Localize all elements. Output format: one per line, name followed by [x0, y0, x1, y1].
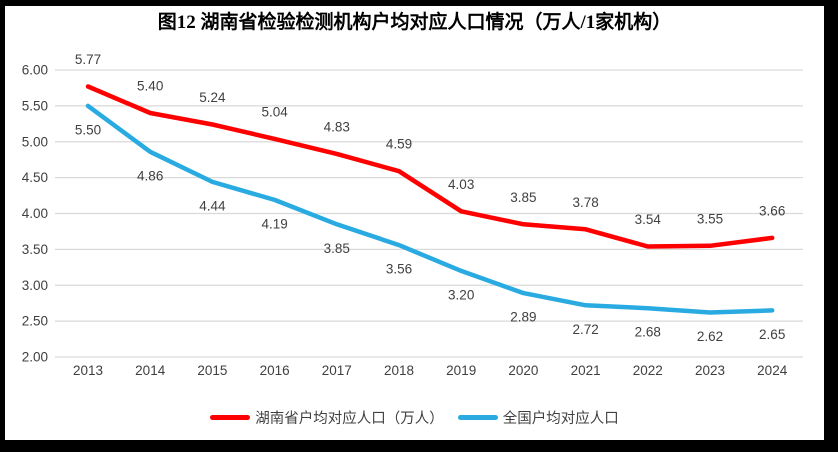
series-line-national — [85, 103, 775, 315]
data-label: 3.55 — [697, 211, 723, 226]
x-tick-label: 2013 — [73, 363, 103, 378]
data-label: 3.78 — [572, 195, 598, 210]
series-line-hunan — [85, 84, 775, 249]
data-label: 5.40 — [137, 79, 163, 94]
data-label: 2.65 — [759, 327, 785, 342]
line-chart-plot: 6.00 5.50 5.00 4.50 4.00 3.50 3.00 2.50 2.00 2013… — [22, 52, 803, 378]
legend-label-national: 全国户均对应人口 — [502, 411, 619, 427]
data-label: 5.04 — [261, 104, 288, 119]
data-label: 3.85 — [324, 241, 350, 256]
y-tick-label: 2.50 — [22, 314, 48, 329]
y-tick-label: 4.00 — [22, 206, 48, 221]
data-label: 2.72 — [572, 322, 598, 337]
y-tick-label: 6.00 — [22, 63, 48, 78]
data-label: 4.44 — [199, 198, 226, 213]
data-label: 4.19 — [261, 216, 287, 231]
x-tick-label: 2015 — [197, 363, 227, 378]
x-tick-label: 2019 — [446, 363, 476, 378]
x-tick-label: 2018 — [384, 363, 414, 378]
x-tick-label: 2024 — [757, 363, 788, 378]
data-label: 5.77 — [75, 52, 101, 67]
data-label: 3.56 — [386, 262, 412, 277]
x-tick-label: 2017 — [322, 363, 352, 378]
data-label: 2.68 — [635, 325, 661, 340]
data-label: 4.83 — [324, 119, 350, 134]
data-label: 5.24 — [199, 90, 226, 105]
x-tick-label: 2014 — [135, 363, 166, 378]
data-label: 3.54 — [635, 212, 662, 227]
x-tick-label: 2023 — [695, 363, 725, 378]
data-label: 2.89 — [510, 310, 536, 325]
y-tick-label: 4.50 — [22, 170, 48, 185]
y-tick-label: 3.50 — [22, 242, 48, 257]
data-label: 2.62 — [697, 329, 723, 344]
y-tick-label: 2.00 — [22, 350, 48, 365]
data-label: 5.50 — [75, 122, 101, 137]
x-tick-label: 2021 — [571, 363, 601, 378]
x-tick-label: 2020 — [508, 363, 538, 378]
y-tick-label: 5.00 — [22, 134, 48, 149]
y-tick-label: 3.00 — [22, 278, 48, 293]
chart-canvas: 图12 湖南省检验检测机构户均对应人口情况（万人/1家机构） 6.00 5.50 5… — [5, 6, 824, 440]
legend-swatch-hunan-line — [210, 415, 251, 420]
y-tick-label: 5.50 — [22, 98, 48, 113]
data-label: 4.86 — [137, 168, 163, 183]
legend: 湖南省户均对应人口（万人） 全国户均对应人口 — [5, 407, 824, 428]
data-label: 3.66 — [759, 203, 785, 218]
x-tick-label: 2022 — [633, 363, 663, 378]
data-label: 4.03 — [448, 177, 474, 192]
data-label: 4.59 — [386, 137, 412, 152]
legend-swatch-national-line — [457, 415, 498, 420]
data-label: 3.85 — [510, 190, 536, 205]
legend-label-hunan: 湖南省户均对应人口（万人） — [255, 411, 444, 427]
data-label: 3.20 — [448, 287, 474, 302]
x-tick-label: 2016 — [260, 363, 290, 378]
chart-title: 图12 湖南省检验检测机构户均对应人口情况（万人/1家机构） — [157, 12, 672, 33]
